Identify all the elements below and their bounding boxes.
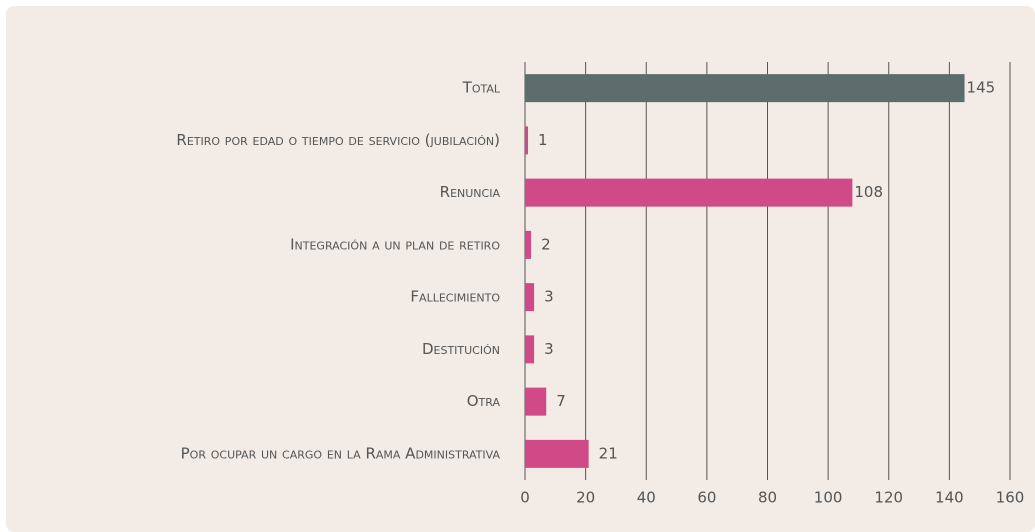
value-label: 108 bbox=[854, 183, 883, 201]
value-label: 1 bbox=[538, 131, 548, 149]
bar bbox=[525, 230, 532, 259]
category-label: Total bbox=[462, 79, 501, 97]
x-tick-label: 100 bbox=[814, 489, 843, 507]
x-tick-label: 0 bbox=[520, 489, 530, 507]
category-label: Otra bbox=[467, 392, 501, 410]
x-tick-label: 40 bbox=[637, 489, 656, 507]
bar bbox=[525, 283, 535, 312]
bar bbox=[525, 335, 535, 364]
x-tick-label: 80 bbox=[758, 489, 777, 507]
value-label: 145 bbox=[967, 79, 996, 97]
value-label: 3 bbox=[544, 288, 554, 306]
x-tick-label: 20 bbox=[576, 489, 595, 507]
x-tick-label: 160 bbox=[996, 489, 1025, 507]
bar bbox=[525, 126, 529, 155]
value-label: 21 bbox=[599, 444, 618, 462]
category-label: Integración a un plan de retiro bbox=[290, 235, 500, 253]
bar bbox=[525, 439, 589, 468]
bar bbox=[525, 74, 965, 103]
category-label: Renuncia bbox=[440, 183, 501, 201]
category-label: Retiro por edad o tiempo de servicio (ju… bbox=[176, 131, 500, 149]
panel bbox=[6, 6, 1035, 532]
category-label: Destitución bbox=[422, 340, 500, 358]
bar bbox=[525, 387, 547, 416]
x-tick-label: 120 bbox=[874, 489, 903, 507]
bar bbox=[525, 178, 853, 207]
x-tick-label: 60 bbox=[697, 489, 716, 507]
value-label: 3 bbox=[544, 340, 554, 358]
value-label: 7 bbox=[556, 392, 566, 410]
value-label: 2 bbox=[541, 235, 551, 253]
x-tick-label: 140 bbox=[935, 489, 964, 507]
category-label: Fallecimiento bbox=[410, 288, 500, 306]
category-label: Por ocupar un cargo en la Rama Administr… bbox=[181, 444, 501, 462]
